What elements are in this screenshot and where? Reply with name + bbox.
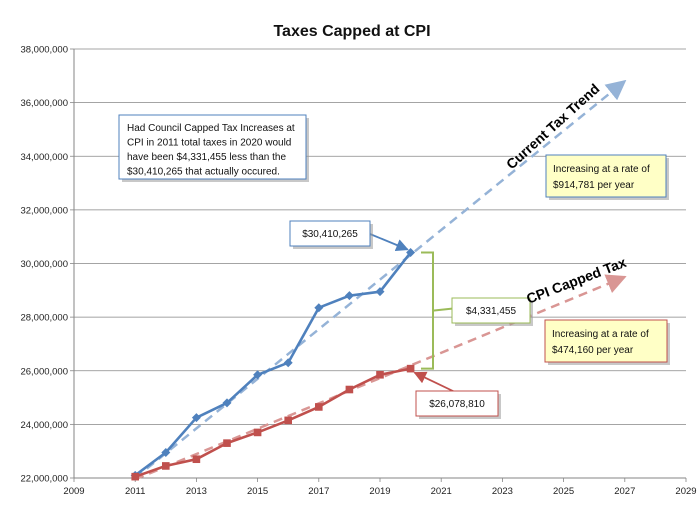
- current-rate-box: [545, 154, 667, 198]
- difference-box: [451, 297, 531, 324]
- difference-label: $4,331,455: [466, 306, 516, 317]
- x-tick-label: 2009: [63, 486, 84, 497]
- x-tick-label: 2023: [492, 486, 513, 497]
- capped-trendline: [134, 274, 627, 481]
- current-tax-point: [191, 413, 201, 423]
- cpi-capped-point: [345, 385, 354, 394]
- y-tick-label: 32,000,000: [20, 205, 68, 216]
- data-series: [130, 247, 416, 481]
- x-tick-label: 2021: [431, 486, 452, 497]
- capped-value-pointer: [413, 371, 456, 393]
- explanation-line: have been $4,331,455 less than the: [127, 152, 286, 163]
- annotations: Had Council Capped Tax Increases at CPI i…: [118, 80, 670, 419]
- explanation-line: $30,410,265 that actually occured.: [127, 167, 280, 178]
- x-tick-label: 2011: [125, 486, 145, 497]
- capped-value-box: [415, 390, 499, 417]
- y-tick-label: 26,000,000: [20, 366, 68, 377]
- current-tax-point: [344, 291, 354, 301]
- x-tick-label: 2025: [553, 486, 574, 497]
- current-tax-point: [283, 358, 293, 368]
- capped-rate-line: Increasing at a rate of: [552, 329, 649, 340]
- capped-rate-line: $474,160 per year: [552, 345, 634, 356]
- x-tick-labels: 2009 2011 2013 2015 2017 2019 2021 2023 2025 2027…: [63, 486, 696, 497]
- current-tax-point: [161, 448, 171, 458]
- cpi-capped-point: [253, 428, 262, 437]
- cpi-capped-point: [406, 364, 415, 373]
- x-tick-label: 2027: [614, 486, 635, 497]
- x-tick-label: 2029: [675, 486, 696, 497]
- x-tick-label: 2013: [186, 486, 207, 497]
- difference-connector: [432, 307, 453, 312]
- x-tick-label: 2017: [308, 486, 329, 497]
- current-tax-point: [253, 370, 263, 380]
- x-tick-label: 2019: [369, 486, 390, 497]
- cpi-capped-point: [131, 472, 139, 481]
- y-tick-label: 24,000,000: [20, 420, 68, 431]
- y-tick-label: 34,000,000: [20, 152, 68, 163]
- current-tax-point: [314, 303, 324, 313]
- cpi-capped-point: [376, 370, 384, 379]
- axes: [70, 48, 687, 482]
- cpi-capped-line: [134, 367, 411, 478]
- explanation-line: CPI in 2011 total taxes in 2020 would: [127, 138, 291, 149]
- y-tick-label: 30,000,000: [20, 259, 68, 270]
- x-tick-label: 2015: [247, 486, 268, 497]
- capped-value-label: $26,078,810: [429, 399, 485, 410]
- cpi-capped-point: [162, 462, 170, 470]
- current-tax-point: [222, 398, 232, 408]
- current-rate-line: Increasing at a rate of: [553, 164, 650, 175]
- capped-trend-label: CPI Capped Tax: [524, 254, 628, 307]
- current-value-pointer: [369, 233, 409, 252]
- cpi-capped-point: [192, 455, 201, 464]
- y-tick-label: 22,000,000: [20, 474, 68, 485]
- cpi-capped-point: [315, 403, 323, 411]
- difference-bracket: [421, 251, 434, 370]
- chart-title: Taxes Capped at CPI: [273, 23, 430, 40]
- y-tick-label: 38,000,000: [20, 45, 68, 56]
- explanation-line: Had Council Capped Tax Increases at: [127, 123, 295, 134]
- y-tick-label: 28,000,000: [20, 313, 68, 324]
- y-tick-labels: 22,000,000 24,000,000 26,000,000 28,000,000…: [20, 45, 68, 485]
- y-tick-label: 36,000,000: [20, 98, 68, 109]
- current-value-label: $30,410,265: [302, 229, 358, 240]
- explanation-box: [118, 114, 307, 180]
- current-tax-line: [134, 251, 412, 477]
- cpi-capped-point: [223, 439, 231, 447]
- current-rate-line: $914,781 per year: [553, 180, 635, 191]
- current-tax-point: [375, 287, 385, 297]
- gridlines: [74, 48, 686, 479]
- cpi-capped-point: [284, 416, 292, 425]
- current-trendline: [134, 79, 627, 479]
- trendlines: [134, 79, 627, 481]
- capped-rate-box: [544, 319, 668, 363]
- current-value-box: [289, 220, 371, 247]
